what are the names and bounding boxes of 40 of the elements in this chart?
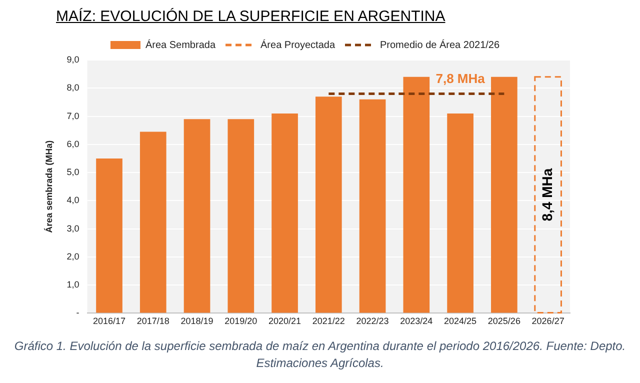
bar: [447, 113, 474, 313]
bar: [534, 76, 562, 314]
x-tick-label: 2023/24: [400, 316, 433, 326]
y-tick-label: 1,0: [66, 280, 80, 290]
bar: [491, 76, 518, 313]
x-tick-label: 2019/20: [224, 316, 258, 326]
x-tick-label: 2026/27: [532, 316, 564, 326]
y-tick-label: 4,0: [66, 195, 80, 206]
bar: [184, 119, 210, 313]
legend-label: Área Proyectada: [260, 38, 336, 51]
x-tick-label: 2022/23: [356, 316, 389, 326]
x-tick-label: 2021/22: [312, 316, 345, 326]
y-tick-label: 9,0: [66, 54, 80, 64]
y-tick-label: 3,0: [66, 223, 80, 234]
bar: [140, 132, 166, 313]
y-tick-label: 5,0: [66, 167, 80, 178]
legend-label: Promedio de Área 2021/26: [380, 38, 500, 51]
y-tick-label: 8,0: [66, 82, 80, 93]
text: Gráfico 1. Evolución de la superficie sembrada de maíz en Argentina durante el periodo 2016/2026. Fuente: Depto. Estimaciones Agrícolas.: [13, 338, 627, 372]
y-tick-label: 7,0: [66, 110, 80, 121]
x-tick-label: 2020/21: [268, 316, 302, 326]
y-tick-label: -: [76, 308, 80, 318]
annotation: 7,8 MHa: [436, 70, 486, 86]
bar: [272, 113, 298, 313]
y-axis-title: Área sembrada (MHa): [44, 140, 54, 233]
x-tick-label: 2016/17: [92, 316, 126, 326]
data-label: 8,4 MHa: [538, 168, 555, 222]
chart-title: MAÍZ: EVOLUCIÓN DE LA SUPERFICIE EN ARGENTINA: [56, 8, 446, 25]
bar: [359, 99, 386, 313]
y-tick-label: 6,0: [66, 138, 80, 149]
bar: [96, 158, 122, 313]
x-tick-label: 2017/18: [136, 316, 170, 326]
bar: [228, 119, 254, 313]
x-tick-label: 2018/19: [180, 316, 214, 326]
x-tick-label: 2024/25: [444, 316, 477, 326]
bar: [315, 96, 342, 313]
x-tick-label: 2025/26: [488, 316, 520, 326]
y-tick-label: 2,0: [66, 251, 80, 262]
legend-label: Área Sembrada: [145, 38, 216, 51]
bar: [403, 76, 430, 313]
